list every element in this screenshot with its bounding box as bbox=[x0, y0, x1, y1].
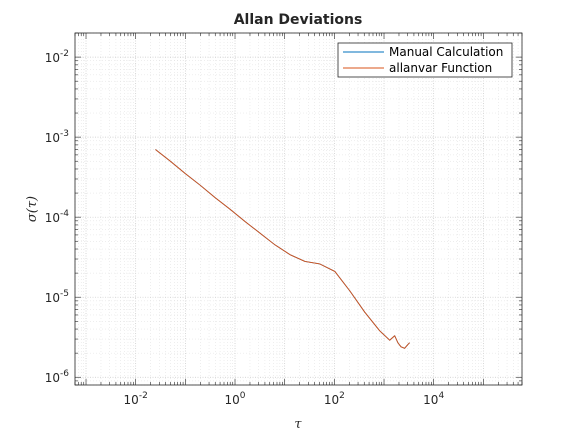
legend-label-allanvar-function: allanvar Function bbox=[389, 61, 492, 75]
y-tick-exponent: -4 bbox=[60, 209, 69, 219]
y-axis-label: σ(τ) bbox=[25, 196, 40, 222]
x-tick-exponent: 4 bbox=[438, 391, 444, 401]
y-tick-label: 10-3 bbox=[45, 129, 69, 145]
x-axis-label: τ bbox=[294, 417, 302, 432]
plot-area bbox=[75, 33, 522, 385]
series-line-allanvar-function bbox=[155, 149, 410, 349]
x-tick-base: 10 bbox=[423, 393, 438, 407]
x-tick-exponent: -2 bbox=[139, 391, 148, 401]
y-tick-base: 10 bbox=[45, 51, 60, 65]
x-tick-base: 10 bbox=[124, 393, 139, 407]
y-tick-exponent: -6 bbox=[60, 369, 69, 379]
y-tick-base: 10 bbox=[45, 211, 60, 225]
x-tick-exponent: 2 bbox=[339, 391, 345, 401]
plot-frame bbox=[74, 32, 523, 386]
y-tick-base: 10 bbox=[45, 291, 60, 305]
chart-title: Allan Deviations bbox=[234, 12, 363, 28]
legend-label-manual-calculation: Manual Calculation bbox=[389, 45, 503, 59]
x-tick-exponent: 0 bbox=[240, 391, 246, 401]
y-tick-label: 10-5 bbox=[45, 289, 69, 305]
legend-box bbox=[337, 42, 513, 78]
tick-marks bbox=[74, 32, 523, 386]
x-tick-label: 10-2 bbox=[124, 391, 148, 407]
x-tick-label: 100 bbox=[225, 391, 246, 407]
x-tick-base: 10 bbox=[324, 393, 339, 407]
y-tick-label: 10-4 bbox=[45, 209, 70, 225]
x-tick-label: 104 bbox=[423, 391, 444, 407]
y-tick-exponent: -5 bbox=[60, 289, 69, 299]
series-layer bbox=[155, 149, 410, 349]
y-tick-exponent: -2 bbox=[60, 49, 69, 59]
legend[interactable]: Manual Calculation allanvar Function bbox=[337, 42, 513, 78]
y-tick-label: 10-2 bbox=[45, 49, 69, 65]
x-tick-base: 10 bbox=[225, 393, 240, 407]
y-tick-base: 10 bbox=[45, 131, 60, 145]
y-tick-exponent: -3 bbox=[60, 129, 69, 139]
x-tick-label: 102 bbox=[324, 391, 345, 407]
y-tick-base: 10 bbox=[45, 371, 60, 385]
y-tick-label: 10-6 bbox=[45, 369, 70, 385]
